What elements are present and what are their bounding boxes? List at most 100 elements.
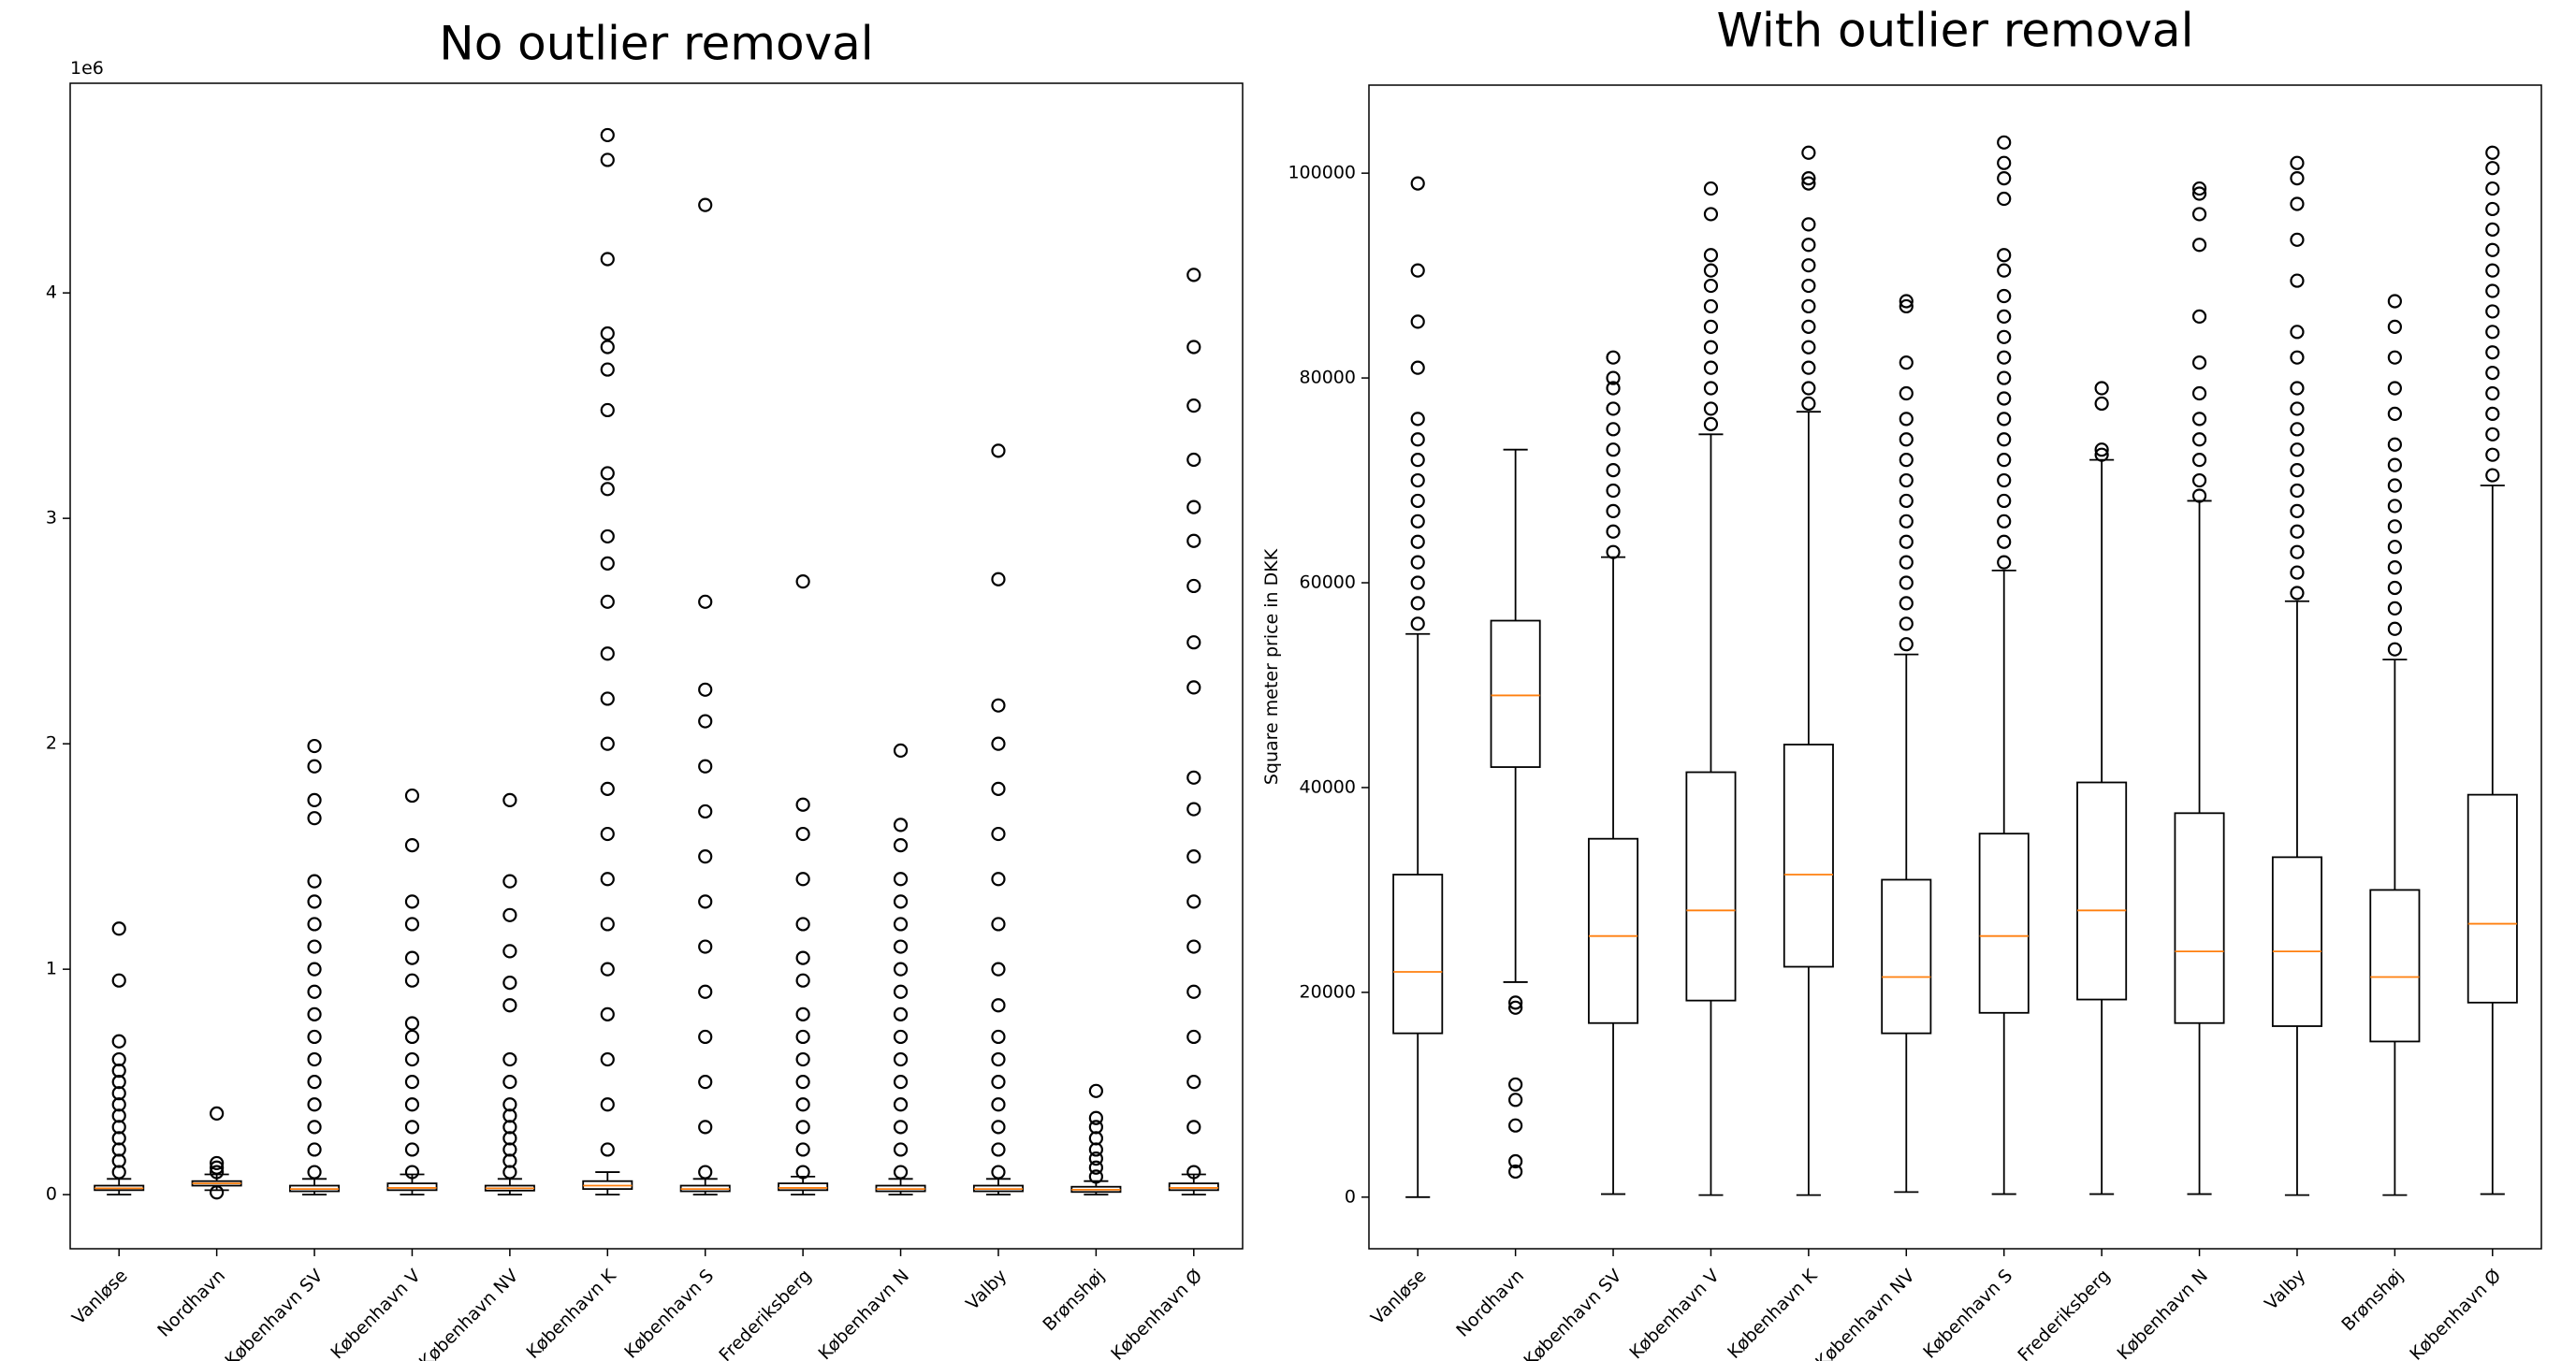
outlier (1186, 939, 1201, 954)
outlier (307, 811, 322, 826)
outlier (111, 1051, 126, 1067)
outlier (404, 1142, 420, 1157)
outlier (600, 528, 615, 544)
outlier (1997, 288, 2012, 304)
x-tick-label: Vanløse (1367, 1266, 1431, 1329)
outlier (1606, 401, 1621, 416)
box (778, 1182, 829, 1192)
outlier (1186, 533, 1201, 548)
outlier (1997, 391, 2012, 406)
box (2369, 889, 2421, 1043)
outlier (1997, 534, 2012, 549)
outlier (991, 572, 1006, 586)
outlier (1899, 514, 1914, 528)
outlier (502, 1051, 517, 1067)
outlier (1508, 1093, 1523, 1108)
axis-offset-label: 1e6 (70, 58, 104, 79)
x-tick-label: Brønshøj (2337, 1266, 2408, 1336)
outlier (2191, 472, 2207, 488)
outlier (2191, 238, 2207, 253)
outlier (991, 917, 1006, 932)
outlier (991, 872, 1006, 887)
outlier (2290, 381, 2305, 396)
outlier (1186, 452, 1201, 468)
outlier (795, 973, 810, 988)
chart-title: With outlier removal (1717, 4, 2194, 58)
outlier (795, 797, 810, 812)
outlier (795, 1120, 810, 1135)
outlier (698, 1075, 713, 1090)
outlier (1703, 381, 1719, 396)
outlier (893, 1097, 909, 1112)
outlier (893, 1006, 909, 1021)
plot-frame (1368, 84, 2542, 1250)
outlier (2191, 453, 2207, 468)
x-tick-label: København K (523, 1265, 621, 1361)
outlier (2485, 304, 2500, 319)
outlier (1997, 370, 2012, 385)
outlier (2387, 319, 2402, 334)
outlier (991, 962, 1006, 977)
outlier (1801, 176, 1816, 191)
y-tick-label: 40000 (1300, 776, 1356, 797)
outlier (307, 962, 322, 977)
outlier (307, 1051, 322, 1067)
outlier (1703, 319, 1719, 334)
outlier (2387, 350, 2402, 365)
chart: No outlier removal 1e6 0 1 2 3 4 Vanløse Nordhav… (46, 17, 1244, 1361)
outlier (795, 950, 810, 965)
outlier (1997, 191, 2012, 207)
outlier (1410, 453, 1425, 468)
outlier (307, 1165, 322, 1180)
outlier (2290, 401, 2305, 416)
outlier (600, 594, 615, 609)
outlier (1410, 432, 1425, 447)
outlier (600, 736, 615, 751)
outlier (698, 714, 713, 729)
x-tick-label: København K (1724, 1265, 1822, 1361)
outlier (1606, 483, 1621, 499)
x-tick-label: København SV (1520, 1266, 1625, 1361)
outlier (502, 1097, 517, 1112)
x-tick-label: København N (815, 1266, 913, 1361)
outlier (2290, 232, 2305, 247)
outlier (600, 646, 615, 661)
box (2467, 793, 2518, 1004)
x-tick-label: København NV (1812, 1266, 1919, 1361)
outlier (2387, 478, 2402, 493)
chart-title: No outlier removal (439, 17, 873, 71)
outlier (2387, 499, 2402, 514)
outlier (1606, 381, 1621, 396)
outlier (1899, 555, 1914, 570)
outlier (795, 1051, 810, 1067)
outlier (1186, 268, 1201, 282)
outlier (1606, 503, 1621, 518)
outlier (502, 944, 517, 959)
outlier (404, 1029, 420, 1045)
outlier (2094, 381, 2109, 396)
box (1490, 619, 1541, 768)
outlier (1801, 381, 1816, 396)
outlier (1606, 442, 1621, 457)
x-tick-label: København N (2114, 1266, 2212, 1361)
outlier (991, 998, 1006, 1013)
outlier (893, 872, 909, 887)
outlier (1801, 145, 1816, 160)
y-tick-label: 1 (46, 959, 57, 979)
outlier (2290, 155, 2305, 170)
outlier (1508, 1077, 1523, 1093)
outlier (1703, 181, 1719, 196)
outlier (893, 1075, 909, 1090)
outlier (795, 917, 810, 932)
y-tick-label: 20000 (1300, 981, 1356, 1002)
outlier (1410, 493, 1425, 509)
outlier (2387, 457, 2402, 472)
outlier (698, 804, 713, 819)
outlier (2485, 385, 2500, 401)
outlier (1088, 1120, 1103, 1135)
outlier (1899, 385, 1914, 401)
outlier (502, 976, 517, 991)
outlier (991, 736, 1006, 751)
outlier (600, 252, 615, 267)
